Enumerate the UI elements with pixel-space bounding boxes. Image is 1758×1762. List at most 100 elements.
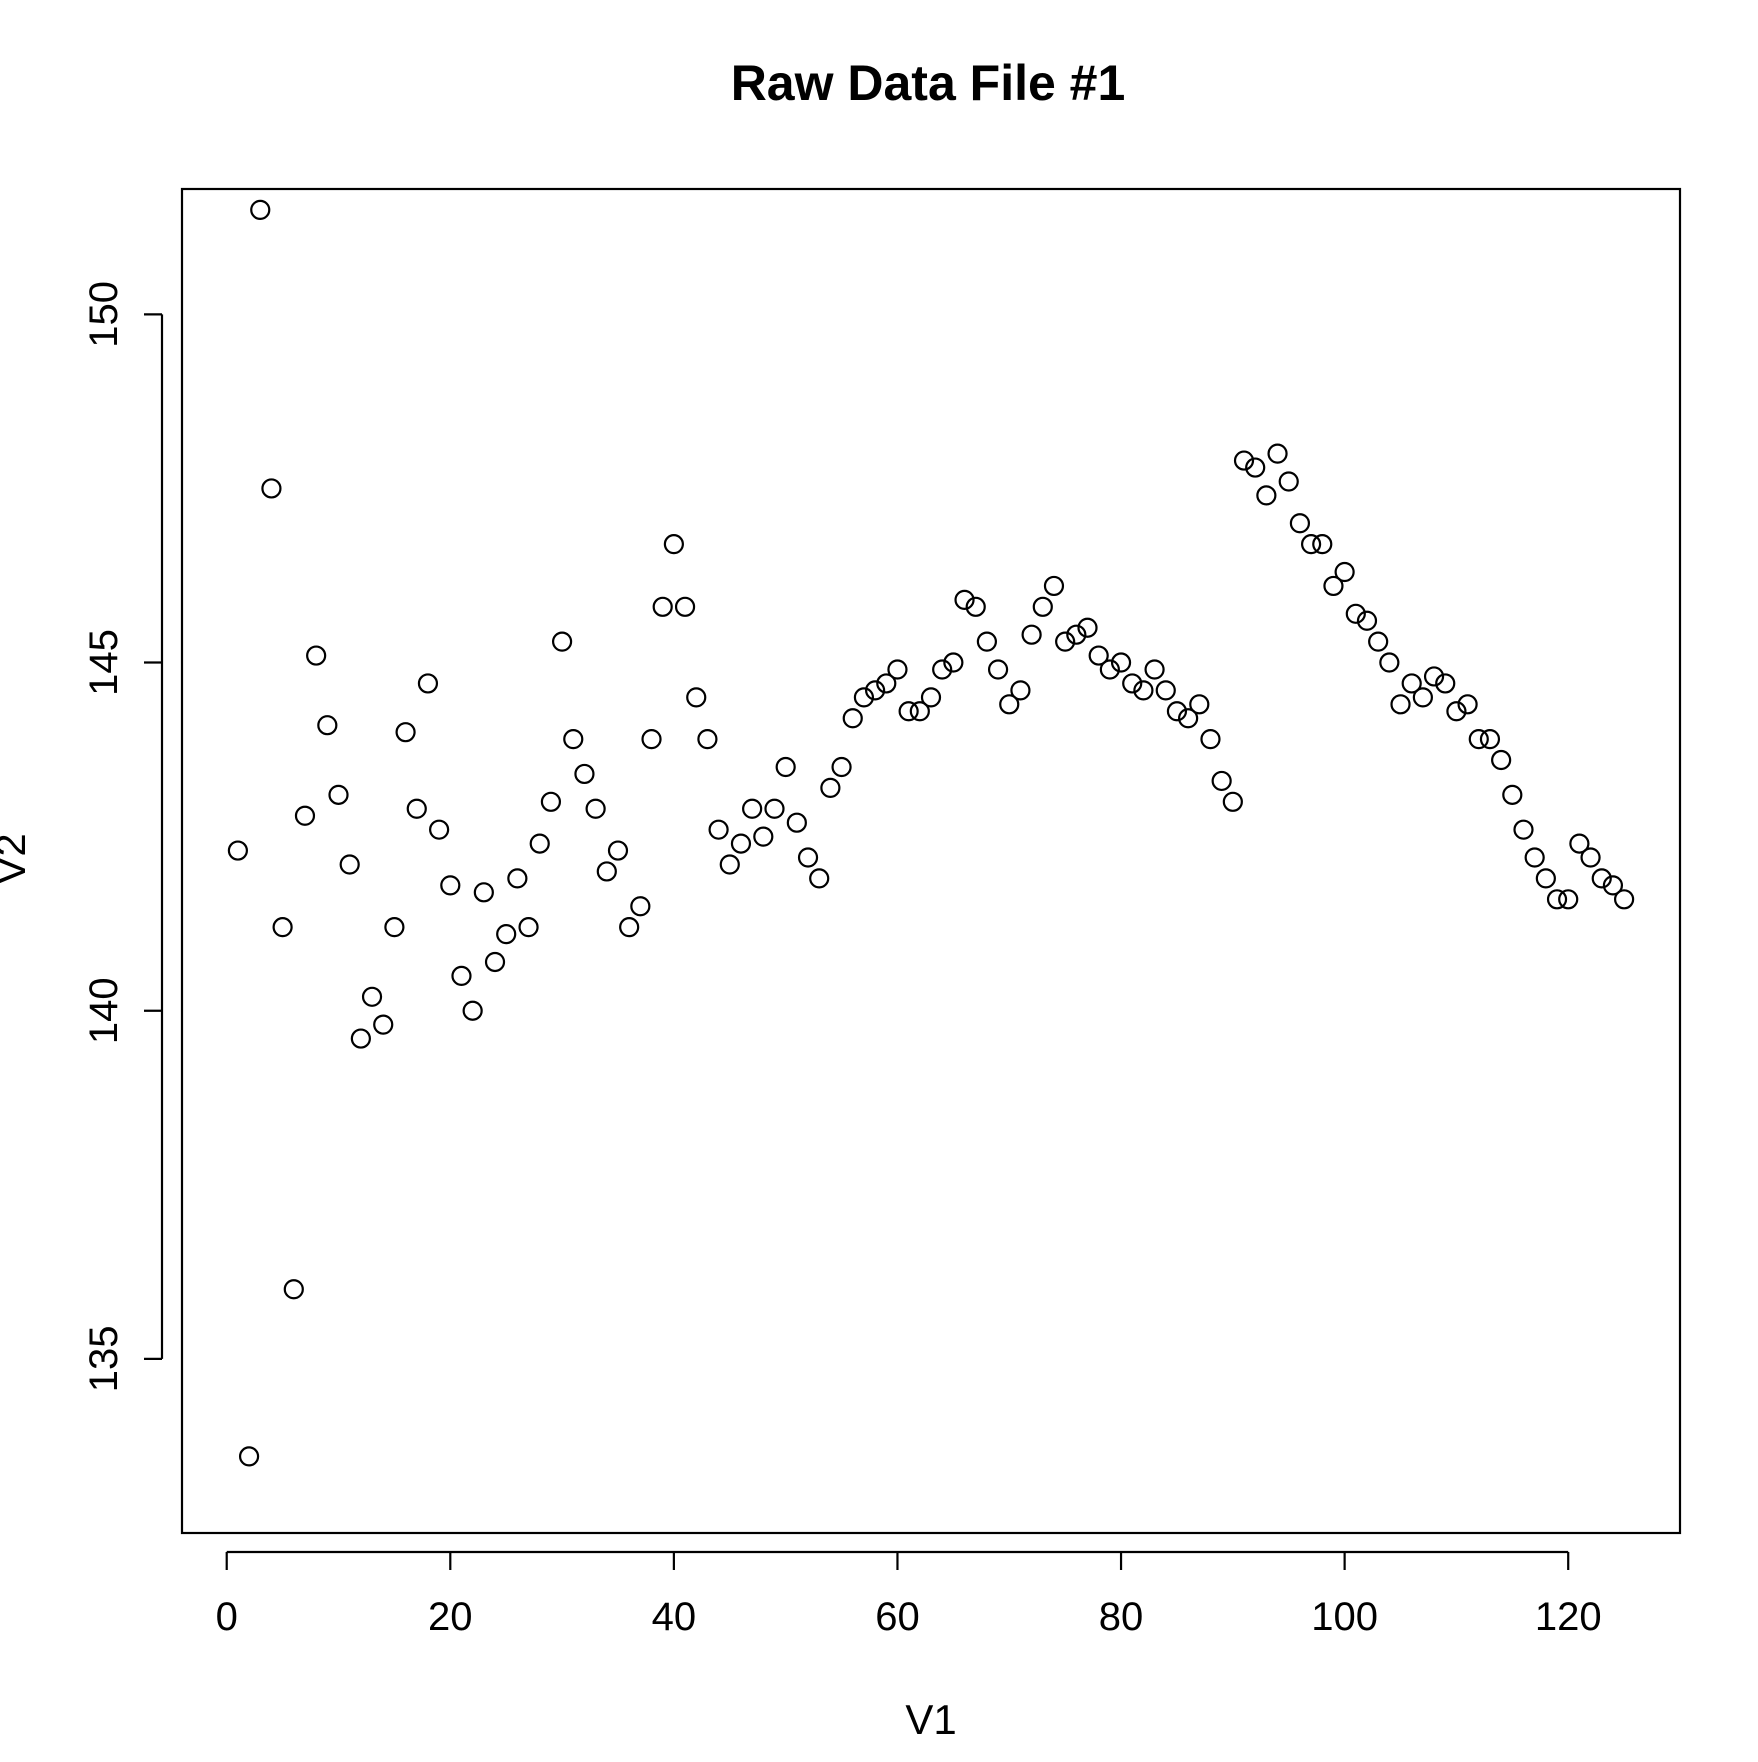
data-point bbox=[473, 882, 494, 903]
data-point bbox=[272, 917, 293, 938]
y-tick-label: 150 bbox=[82, 281, 126, 348]
data-point bbox=[831, 756, 852, 778]
data-point bbox=[820, 777, 841, 798]
y-tick-label: 135 bbox=[82, 1326, 126, 1393]
data-point bbox=[1368, 631, 1389, 652]
data-point bbox=[1278, 471, 1299, 492]
data-point bbox=[529, 833, 550, 854]
data-point bbox=[1334, 561, 1355, 583]
data-point bbox=[920, 687, 942, 708]
data-point bbox=[719, 854, 740, 875]
data-point bbox=[1457, 694, 1478, 715]
data-point bbox=[619, 917, 640, 938]
data-point bbox=[417, 673, 439, 694]
data-point bbox=[540, 791, 562, 812]
data-point bbox=[317, 715, 338, 736]
data-point bbox=[551, 631, 573, 652]
data-point bbox=[842, 708, 863, 729]
data-point bbox=[876, 673, 897, 694]
data-point bbox=[596, 861, 617, 882]
data-point bbox=[1502, 784, 1523, 805]
data-point bbox=[250, 199, 271, 220]
data-point bbox=[339, 854, 360, 875]
data-point bbox=[999, 694, 1020, 715]
y-axis: 135 140 145 150 bbox=[82, 281, 164, 1393]
data-point bbox=[909, 701, 930, 722]
data-point bbox=[708, 819, 729, 840]
data-point bbox=[1010, 680, 1031, 701]
data-point bbox=[797, 847, 819, 868]
data-point bbox=[1356, 610, 1378, 631]
data-point bbox=[1166, 701, 1188, 722]
data-point bbox=[887, 659, 908, 680]
data-point bbox=[1491, 749, 1512, 771]
data-point bbox=[1435, 673, 1456, 694]
data-point bbox=[1289, 513, 1311, 534]
data-point bbox=[898, 701, 919, 722]
data-point bbox=[1144, 659, 1165, 680]
data-point bbox=[238, 1446, 260, 1467]
data-point bbox=[406, 798, 427, 819]
data-point bbox=[1200, 729, 1221, 750]
x-tick-label: 0 bbox=[216, 1595, 238, 1639]
data-point bbox=[1614, 889, 1635, 910]
data-point bbox=[462, 1000, 483, 1021]
data-point bbox=[429, 819, 450, 840]
data-point bbox=[1535, 868, 1556, 889]
data-point bbox=[853, 687, 875, 708]
data-point bbox=[1211, 770, 1232, 792]
data-point bbox=[1300, 534, 1322, 555]
data-point bbox=[652, 596, 673, 617]
data-point bbox=[306, 645, 327, 666]
data-point bbox=[987, 659, 1009, 680]
data-point bbox=[1558, 889, 1579, 910]
data-point bbox=[1546, 889, 1568, 910]
data-point bbox=[1580, 847, 1601, 868]
x-axis: 0 20 40 60 80 100 120 bbox=[216, 1550, 1602, 1639]
data-point bbox=[585, 798, 606, 819]
data-point bbox=[1222, 791, 1243, 812]
data-points bbox=[227, 199, 1635, 1467]
data-point bbox=[1233, 450, 1255, 471]
data-point bbox=[674, 596, 696, 617]
data-point bbox=[507, 868, 528, 889]
data-point bbox=[1446, 701, 1467, 722]
data-point bbox=[686, 687, 707, 708]
data-point bbox=[1043, 575, 1065, 597]
x-tick-label: 20 bbox=[428, 1595, 473, 1639]
y-tick-label: 140 bbox=[82, 977, 126, 1044]
data-point bbox=[451, 965, 472, 987]
x-tick-label: 60 bbox=[875, 1595, 920, 1639]
plot-frame bbox=[180, 187, 1682, 1535]
data-point bbox=[786, 812, 807, 833]
data-point bbox=[384, 917, 405, 938]
data-point bbox=[954, 589, 975, 610]
data-point bbox=[775, 756, 796, 778]
data-point bbox=[361, 986, 383, 1007]
y-axis-label: V2 bbox=[0, 833, 34, 884]
data-point bbox=[1468, 729, 1489, 750]
data-point bbox=[630, 896, 651, 917]
data-point bbox=[1479, 729, 1501, 750]
data-point bbox=[1569, 833, 1590, 854]
data-point bbox=[809, 868, 830, 889]
data-point bbox=[395, 722, 416, 743]
data-point bbox=[563, 729, 584, 750]
x-tick-label: 120 bbox=[1535, 1595, 1602, 1639]
data-point bbox=[1256, 485, 1277, 506]
data-point bbox=[261, 478, 282, 499]
data-point bbox=[1021, 624, 1042, 645]
data-point bbox=[1110, 652, 1132, 673]
data-point bbox=[1122, 673, 1143, 694]
data-point bbox=[1345, 603, 1366, 624]
data-point bbox=[742, 798, 763, 819]
data-point bbox=[294, 805, 316, 826]
data-point bbox=[1379, 652, 1400, 673]
data-point bbox=[1312, 534, 1333, 555]
x-tick-label: 100 bbox=[1311, 1595, 1378, 1639]
data-point bbox=[663, 534, 684, 555]
data-point bbox=[1155, 680, 1176, 701]
data-point bbox=[373, 1014, 394, 1035]
data-point bbox=[350, 1028, 371, 1049]
data-point bbox=[697, 729, 718, 750]
